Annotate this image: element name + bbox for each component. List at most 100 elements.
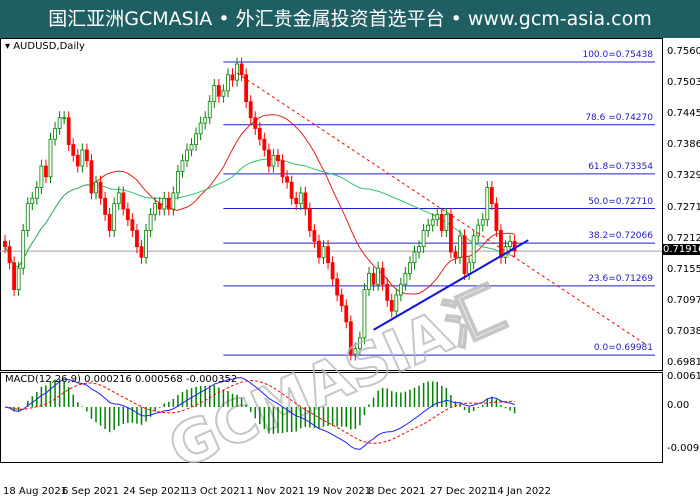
candle-body [25,203,30,231]
candle-body [103,197,107,215]
candle-body [412,251,417,264]
candle-body [458,235,462,258]
candle-body [280,160,285,178]
candle-body [75,154,80,167]
fib-label: 0.0=0.69981 [593,343,653,354]
candle-body [39,165,44,188]
candle-body [262,138,267,151]
candle-body [298,192,303,205]
date-label: 18 Aug 2021 [3,486,68,497]
title-banner: 国汇亚洲GCMASIA • 外汇贵金属投资首选平台 • www.gcm-asia… [0,0,700,38]
date-label: 14 Jan 2022 [491,486,551,497]
candle-body [348,321,353,355]
price-axis-label: 0.72125 [667,232,700,244]
fib-label: 61.8=0.73354 [588,161,653,172]
fib-label: 50.0=0.72710 [588,196,653,207]
candle-body [353,348,358,355]
symbol-label: ▾ AUDUSD,Daily [5,41,85,52]
candle-body [376,267,381,285]
candle-body [203,117,208,124]
candle-body [257,128,262,140]
candle-body [303,192,308,210]
candle-body [98,181,103,199]
date-label: 8 Dec 2021 [368,486,426,497]
fib-label: 100.0=0.75438 [582,49,653,60]
price-axis-label: 0.72710 [667,201,700,213]
candle-body [476,224,481,237]
date-label: 13 Oct 2021 [184,486,246,497]
candle-body [180,160,185,172]
candle-body [471,235,476,264]
candle-body [144,230,148,258]
candle-body [139,246,144,258]
candle-body [403,273,408,285]
candle-body [485,187,490,221]
signal-line [4,380,515,444]
macd-line [4,377,515,450]
candle-body [321,246,326,258]
candle-body [212,85,217,103]
candle-body [85,149,89,162]
candle-body [125,208,130,221]
candle-body [439,214,444,231]
candle-body [71,144,76,156]
candle-body [444,214,449,231]
date-label: 24 Sep 2021 [123,486,187,497]
price-axis-label: 0.73865 [667,139,700,151]
candle-body [317,240,321,258]
candle-body [230,74,235,81]
candle-body [107,214,112,231]
candle-body [194,133,199,145]
candle-body [357,337,362,350]
candle-body [89,160,94,194]
main-frame [0,38,663,371]
candle-body [289,181,294,199]
fib-label: 78.6 =0.74270 [585,112,653,123]
price-axis-label: 0.69815 [667,357,700,368]
candle-body [362,289,367,339]
candle-body [235,63,239,81]
candle-body [398,283,403,296]
candle-body [394,294,399,312]
macd-axis-label: 0.00 [667,399,690,411]
candle-body [276,154,280,162]
candle-body [116,192,121,205]
candle-body [171,192,176,210]
price-axis-label: 0.70385 [667,326,700,338]
candle-body [499,230,503,258]
price-axis-label: 0.75605 [667,46,700,57]
current-price-tag: 0.71916 [663,244,700,256]
candle-body [53,128,57,140]
candle-body [94,181,98,194]
candle-body [198,122,203,135]
candle-body [417,246,421,253]
candle-body [185,149,189,162]
candle-body [207,101,212,119]
date-label: 27 Dec 2021 [430,486,494,497]
candle-body [112,203,117,231]
macd-frame [0,372,663,463]
candle-body [435,214,440,221]
candle-body [266,149,271,167]
candle-body [16,267,21,291]
candle-body [166,197,171,210]
candle-body [248,101,253,119]
candle-body [271,154,276,167]
candle-body [462,235,467,274]
candle-body [148,214,153,231]
candle-body [157,203,162,210]
date-label: 19 Nov 2021 [307,486,372,497]
price-chart[interactable]: GCMASIA汇 [0,38,700,500]
candle-body [30,197,35,205]
candle-body [494,203,499,231]
candle-body [453,251,458,258]
candle-body [44,165,48,178]
candle-body [330,262,335,280]
candle-body [489,187,494,205]
candle-body [480,219,485,226]
candle-body [121,192,126,210]
symbol-text: AUDUSD,Daily [13,41,85,52]
candle-body [335,278,340,296]
trendline [373,239,529,331]
